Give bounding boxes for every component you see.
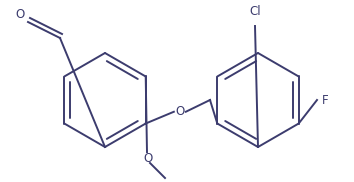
Text: O: O (16, 8, 25, 21)
Text: F: F (322, 94, 329, 106)
Text: O: O (143, 151, 153, 165)
Text: Cl: Cl (249, 5, 261, 18)
Text: O: O (175, 105, 184, 118)
